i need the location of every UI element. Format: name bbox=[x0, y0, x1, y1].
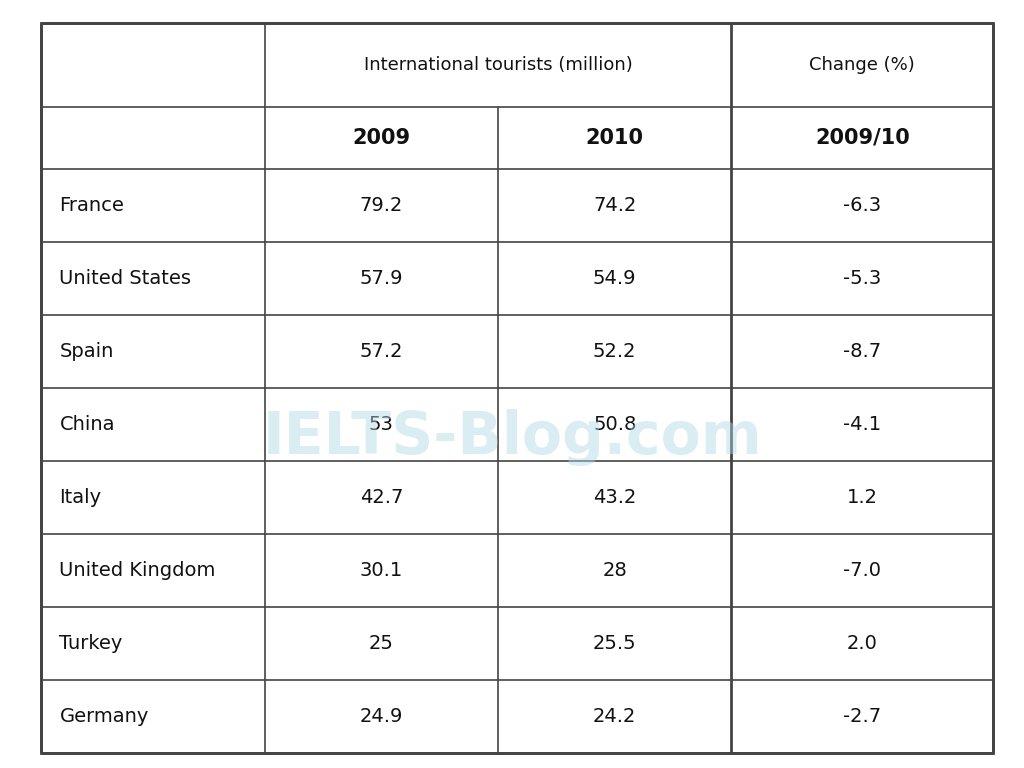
Text: 43.2: 43.2 bbox=[593, 488, 637, 507]
Text: -7.0: -7.0 bbox=[844, 561, 882, 580]
Text: 79.2: 79.2 bbox=[359, 196, 403, 215]
Text: 2009: 2009 bbox=[352, 128, 411, 148]
Text: 52.2: 52.2 bbox=[593, 342, 637, 361]
Text: 2010: 2010 bbox=[586, 128, 644, 148]
Text: 54.9: 54.9 bbox=[593, 269, 637, 288]
Text: 53: 53 bbox=[369, 415, 394, 434]
Text: 28: 28 bbox=[602, 561, 627, 580]
Text: International tourists (million): International tourists (million) bbox=[364, 56, 633, 74]
Text: -2.7: -2.7 bbox=[844, 707, 882, 726]
Text: 24.9: 24.9 bbox=[359, 707, 403, 726]
Text: France: France bbox=[59, 196, 124, 215]
Text: 25: 25 bbox=[369, 634, 394, 653]
Text: Spain: Spain bbox=[59, 342, 114, 361]
Text: 57.2: 57.2 bbox=[359, 342, 403, 361]
Text: 50.8: 50.8 bbox=[593, 415, 637, 434]
Text: Turkey: Turkey bbox=[59, 634, 123, 653]
Text: Change (%): Change (%) bbox=[809, 56, 915, 74]
Text: 30.1: 30.1 bbox=[359, 561, 403, 580]
Text: Germany: Germany bbox=[59, 707, 148, 726]
Text: 42.7: 42.7 bbox=[359, 488, 403, 507]
Text: 1.2: 1.2 bbox=[847, 488, 878, 507]
Text: China: China bbox=[59, 415, 115, 434]
Text: 2009/10: 2009/10 bbox=[815, 128, 909, 148]
Text: IELTS-Blog.com: IELTS-Blog.com bbox=[262, 409, 762, 466]
Text: 24.2: 24.2 bbox=[593, 707, 637, 726]
Text: United Kingdom: United Kingdom bbox=[59, 561, 216, 580]
Text: 2.0: 2.0 bbox=[847, 634, 878, 653]
Text: 57.9: 57.9 bbox=[359, 269, 403, 288]
Text: 74.2: 74.2 bbox=[593, 196, 637, 215]
Text: -6.3: -6.3 bbox=[844, 196, 882, 215]
Text: -8.7: -8.7 bbox=[844, 342, 882, 361]
Text: 25.5: 25.5 bbox=[593, 634, 637, 653]
Text: -5.3: -5.3 bbox=[843, 269, 882, 288]
Text: Italy: Italy bbox=[59, 488, 101, 507]
Text: -4.1: -4.1 bbox=[844, 415, 882, 434]
Text: United States: United States bbox=[59, 269, 191, 288]
